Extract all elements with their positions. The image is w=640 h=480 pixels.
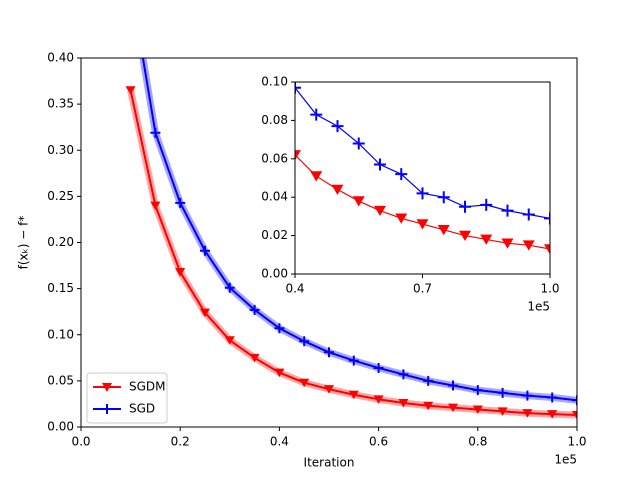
marker	[125, 86, 136, 95]
marker	[224, 282, 235, 293]
plot-group	[295, 82, 550, 255]
y-tick-label: 0.35	[47, 97, 74, 111]
marker	[374, 158, 386, 171]
marker	[373, 395, 384, 404]
marker	[572, 411, 577, 420]
marker	[348, 355, 359, 366]
y-axis-label: f(xₖ) − f*	[17, 216, 31, 270]
y-tick-label: 0.10	[47, 327, 74, 341]
marker	[310, 171, 323, 182]
x-offset-label: 1e5	[554, 453, 577, 467]
marker	[416, 219, 429, 230]
marker	[497, 407, 508, 416]
marker	[373, 362, 384, 373]
marker	[150, 201, 161, 211]
marker	[522, 390, 533, 401]
y-tick-label: 0.00	[261, 267, 288, 281]
x-tick-label: 0.4	[270, 435, 289, 449]
marker	[374, 205, 386, 217]
marker	[459, 200, 471, 213]
marker	[324, 385, 334, 394]
y-tick-label: 0.04	[261, 190, 288, 204]
marker	[423, 401, 434, 411]
marker	[395, 213, 408, 224]
legend-label: SGDM	[129, 380, 166, 394]
marker	[324, 347, 334, 358]
marker	[352, 196, 365, 207]
x-tick-label: 0.8	[468, 435, 487, 449]
marker	[423, 375, 434, 386]
plot-area	[295, 82, 550, 274]
x-tick-label: 0.0	[71, 435, 90, 449]
marker	[175, 197, 186, 208]
marker	[522, 240, 535, 251]
legend-marker	[102, 404, 112, 414]
marker	[448, 380, 458, 391]
marker	[274, 368, 285, 378]
marker	[480, 198, 493, 211]
x-tick-label: 0.6	[369, 435, 388, 449]
marker	[547, 392, 558, 403]
marker	[544, 212, 550, 225]
marker	[437, 191, 450, 204]
marker	[497, 387, 508, 398]
marker	[274, 323, 285, 334]
marker	[472, 385, 483, 396]
x-axis-label: Iteration	[304, 456, 355, 470]
marker	[348, 390, 359, 400]
marker	[522, 409, 533, 418]
y-tick-label: 0.05	[47, 373, 74, 387]
y-tick-label: 0.00	[47, 420, 74, 434]
y-tick-label: 0.25	[47, 189, 74, 203]
marker	[175, 268, 186, 277]
marker	[295, 150, 301, 161]
marker	[331, 184, 344, 195]
x-offset-label: 1e5	[527, 300, 550, 314]
marker	[200, 308, 210, 318]
marker	[416, 187, 429, 200]
marker	[522, 208, 535, 221]
legend-label: SGD	[129, 402, 155, 416]
marker	[295, 82, 301, 94]
plot-group	[125, 58, 577, 420]
x-tick-label: 0.7	[413, 282, 432, 296]
marker	[398, 369, 409, 380]
x-tick-label: 1.0	[567, 435, 586, 449]
x-tick-label: 0.2	[171, 435, 190, 449]
marker	[572, 395, 577, 406]
marker	[547, 410, 558, 419]
x-tick-label: 1.0	[540, 282, 559, 296]
y-tick-label: 0.20	[47, 235, 74, 249]
y-tick-label: 0.40	[47, 51, 74, 65]
y-tick-label: 0.06	[261, 151, 288, 165]
marker	[437, 225, 450, 236]
marker	[459, 230, 471, 241]
y-tick-label: 0.30	[47, 143, 74, 157]
marker	[200, 245, 210, 256]
y-tick-label: 0.10	[261, 75, 288, 89]
marker	[299, 336, 310, 347]
marker	[249, 353, 260, 363]
marker	[472, 405, 483, 414]
marker	[331, 120, 344, 133]
marker	[480, 234, 493, 245]
marker	[501, 204, 514, 217]
marker	[448, 403, 458, 413]
marker	[501, 238, 514, 249]
marker	[544, 244, 550, 255]
y-tick-label: 0.08	[261, 113, 288, 127]
marker	[352, 137, 365, 150]
marker	[249, 304, 260, 315]
marker	[395, 168, 408, 181]
x-tick-label: 0.4	[285, 282, 304, 296]
marker	[398, 399, 409, 408]
marker	[224, 336, 235, 345]
y-tick-label: 0.15	[47, 281, 74, 295]
marker	[150, 127, 161, 138]
marker	[310, 108, 323, 121]
marker	[299, 378, 310, 388]
y-tick-label: 0.02	[261, 228, 288, 242]
legend-marker	[102, 383, 112, 392]
